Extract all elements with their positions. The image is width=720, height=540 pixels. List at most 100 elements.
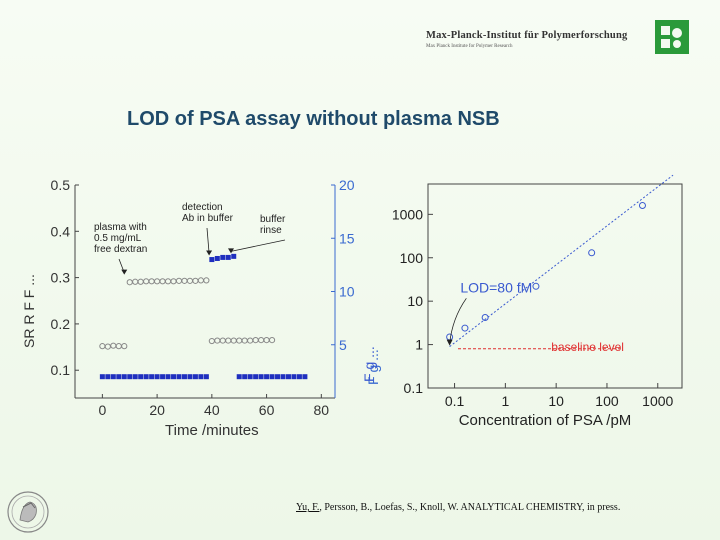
right-y-tick-label: 5 — [339, 337, 347, 353]
hollow-circle-point — [252, 337, 259, 344]
reference-citation: Yu, F., Persson, B., Loefas, S., Knoll, … — [296, 502, 620, 513]
baseline-label: baseline level — [551, 340, 624, 354]
hollow-circle-point — [214, 337, 221, 344]
time-x-tick-label: 20 — [149, 402, 165, 418]
conc-y-tick-label: 10 — [407, 293, 423, 309]
left-y-tick-label: 0.4 — [51, 223, 71, 239]
institute-subtitle: Max Planck Institute for Polymer Researc… — [426, 44, 513, 49]
conc-x-tick-label: 0.1 — [445, 393, 465, 409]
mpip-logo — [655, 20, 689, 54]
hollow-circle-point — [154, 278, 161, 285]
hollow-circle-point — [132, 278, 139, 285]
blue-square-point — [302, 374, 308, 380]
hollow-circle-point — [99, 343, 106, 350]
blue-square-point — [269, 374, 275, 380]
conc-y-tick-label: 1 — [415, 337, 423, 353]
rinse-annotation-line: buffer — [260, 214, 286, 225]
hollow-circle-point — [181, 277, 188, 284]
right-y-tick-label: 20 — [339, 177, 355, 193]
hollow-circle-point — [126, 279, 133, 286]
blue-square-point — [176, 374, 182, 380]
hollow-circle-point — [170, 278, 177, 285]
left-y-tick-label: 0.5 — [51, 177, 71, 193]
conc-x-tick-label: 10 — [548, 393, 564, 409]
blue-square-point — [198, 374, 204, 380]
blue-square-point — [138, 374, 144, 380]
hollow-circle-point — [121, 343, 128, 350]
left-y-tick-label: 0.3 — [51, 270, 71, 286]
left-y-tick-label: 0.2 — [51, 316, 71, 332]
hollow-circle-point — [197, 277, 204, 284]
detection-annotation-line: Ab in buffer — [182, 213, 234, 224]
blue-square-point — [231, 253, 237, 259]
hollow-circle-point — [175, 277, 183, 284]
blue-square-point — [127, 374, 133, 380]
hollow-circle-point — [241, 337, 248, 344]
calibration-point — [461, 324, 469, 332]
lod-label: LOD=80 fM — [460, 279, 532, 295]
hollow-circle-point — [263, 337, 270, 344]
blue-square-point — [99, 374, 105, 380]
time-x-axis-label: Time /minutes — [165, 422, 259, 439]
hollow-circle-point — [159, 278, 166, 285]
detection-annotation-arrow — [206, 227, 210, 254]
blue-square-point — [220, 254, 226, 260]
blue-square-point — [280, 374, 286, 380]
hollow-circle-point — [164, 278, 172, 285]
blue-square-point — [253, 374, 259, 380]
blue-square-point — [192, 374, 198, 380]
hollow-circle-point — [247, 337, 254, 344]
plasma-annotation-arrowhead — [121, 269, 128, 275]
detection-annotation-line: detection — [182, 202, 223, 213]
blue-square-point — [236, 374, 242, 380]
reference-author: Yu, F. — [296, 502, 320, 513]
conc-y-axis-label: F g ... — [361, 346, 377, 382]
detection-annotation-arrowhead — [206, 250, 213, 256]
time-x-tick-label: 80 — [314, 402, 330, 418]
blue-square-point — [285, 374, 291, 380]
hollow-circle-point — [203, 277, 210, 284]
slide-title: LOD of PSA assay without plasma NSB — [127, 108, 500, 130]
minerva-seal — [7, 491, 49, 533]
blue-square-point — [214, 255, 220, 261]
hollow-circle-point — [143, 278, 150, 285]
hollow-circle-point — [137, 278, 144, 285]
blue-square-point — [275, 374, 281, 380]
blue-square-point — [132, 374, 138, 380]
hollow-circle-point — [186, 277, 194, 284]
blue-square-point — [171, 374, 177, 380]
left-y-tick-label: 0.1 — [51, 362, 71, 378]
calibration-point — [588, 249, 596, 257]
plasma-annotation-line: free dextran — [94, 244, 147, 255]
blue-square-point — [264, 374, 270, 380]
blue-square-point — [165, 374, 171, 380]
blue-square-point — [296, 374, 302, 380]
calibration-point — [532, 282, 540, 290]
figure: 0 20 40 60 80 Time /minutes 0.1 0.2 0.3 0.4 0.5 SR … — [21, 174, 683, 439]
conc-x-tick-label: 100 — [595, 393, 619, 409]
time-x-tick-label: 40 — [204, 402, 220, 418]
right-y-tick-label: 15 — [339, 230, 355, 246]
blue-square-point — [154, 374, 160, 380]
hollow-circle-point — [258, 337, 265, 344]
hollow-circle-point — [192, 277, 199, 284]
conc-y-tick-label: 100 — [400, 250, 424, 266]
hollow-circle-point — [148, 278, 155, 285]
time-chart: 0 20 40 60 80 Time /minutes 0.1 0.2 0.3 0.4 0.5 SR … — [21, 177, 381, 439]
conc-x-tick-label: 1000 — [642, 393, 673, 409]
blue-square-point — [116, 374, 122, 380]
hollow-circle-point — [236, 337, 243, 344]
blue-square-point — [181, 374, 187, 380]
hollow-circle-point — [110, 342, 117, 349]
right-y-tick-label: 10 — [339, 284, 355, 300]
hollow-circle-point — [104, 343, 111, 350]
conc-y-tick-label: 1000 — [392, 206, 423, 222]
institute-name: Max-Planck-Institut für Polymerforschung — [426, 30, 628, 41]
conc-x-tick-label: 1 — [501, 393, 509, 409]
slide-header: Max-Planck-Institut für Polymerforschung… — [0, 0, 720, 70]
blue-square-point — [242, 374, 248, 380]
blue-square-point — [203, 374, 209, 380]
blue-square-point — [110, 374, 116, 380]
blue-square-point — [291, 374, 297, 380]
blue-square-point — [160, 374, 166, 380]
